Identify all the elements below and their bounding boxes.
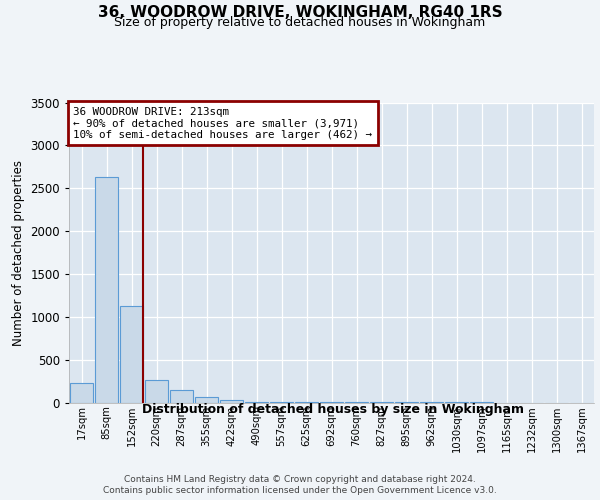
Text: 36 WOODROW DRIVE: 213sqm
← 90% of detached houses are smaller (3,971)
10% of sem: 36 WOODROW DRIVE: 213sqm ← 90% of detach… [73, 106, 372, 140]
Y-axis label: Number of detached properties: Number of detached properties [12, 160, 25, 346]
Bar [70, 383, 94, 402]
Bar [145, 380, 169, 402]
Text: 36, WOODROW DRIVE, WOKINGHAM, RG40 1RS: 36, WOODROW DRIVE, WOKINGHAM, RG40 1RS [98, 5, 502, 20]
Bar [170, 390, 193, 402]
Text: Distribution of detached houses by size in Wokingham: Distribution of detached houses by size … [142, 402, 524, 415]
Text: Contains public sector information licensed under the Open Government Licence v3: Contains public sector information licen… [103, 486, 497, 495]
Bar [194, 397, 218, 402]
Text: Size of property relative to detached houses in Wokingham: Size of property relative to detached ho… [115, 16, 485, 29]
Text: Contains HM Land Registry data © Crown copyright and database right 2024.: Contains HM Land Registry data © Crown c… [124, 475, 476, 484]
Bar [220, 400, 244, 402]
Bar [119, 306, 143, 402]
Bar [95, 177, 118, 402]
